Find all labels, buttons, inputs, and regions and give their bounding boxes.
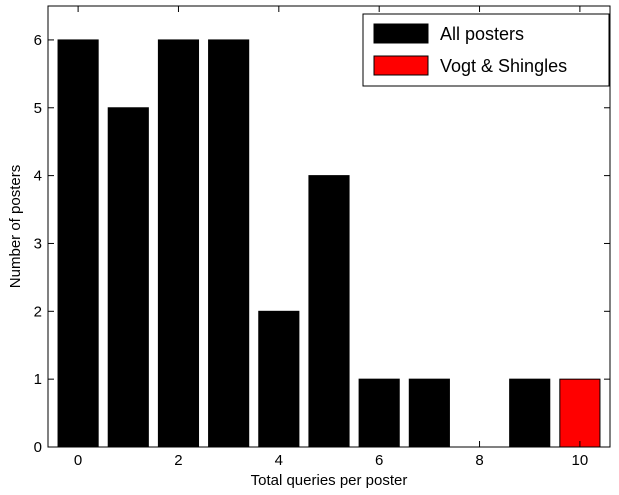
bar-all-posters-6	[358, 378, 400, 448]
x-tick-label-10: 10	[572, 452, 589, 469]
y-axis-label: Number of posters	[7, 165, 24, 288]
y-tick-label-2: 2	[34, 303, 42, 320]
y-tick-label-3: 3	[34, 235, 42, 252]
x-tick-label-2: 2	[174, 452, 182, 469]
y-tick-label-1: 1	[34, 371, 42, 388]
legend-swatch-all-posters	[373, 23, 429, 44]
legend-swatch-vogt-shingles	[373, 55, 429, 76]
x-tick-label-6: 6	[375, 452, 383, 469]
plot-frame	[47, 5, 611, 448]
bar-all-posters-0	[57, 39, 99, 448]
legend-label-vogt-shingles: Vogt & Shingles	[440, 56, 567, 76]
bar-all-posters-5	[308, 175, 350, 448]
x-tick-label-8: 8	[475, 452, 483, 469]
bar-all-posters-4	[258, 310, 300, 448]
bar-all-posters-7	[408, 378, 450, 448]
x-tick-label-0: 0	[74, 452, 82, 469]
bar-all-posters-3	[208, 39, 250, 448]
x-tick-label-4: 4	[275, 452, 283, 469]
bar-all-posters-1	[107, 107, 149, 448]
x-axis-label: Total queries per poster	[251, 472, 408, 489]
y-tick-label-0: 0	[34, 439, 42, 456]
y-tick-label-4: 4	[34, 168, 42, 185]
y-tick-label-6: 6	[34, 32, 42, 49]
y-tick-label-5: 5	[34, 100, 42, 117]
bar-vogt-shingles-10	[559, 378, 601, 448]
bars-layer	[57, 39, 601, 448]
bar-all-posters-9	[509, 378, 551, 448]
legend: All posters Vogt & Shingles	[362, 13, 610, 87]
ticks-layer: 0 2 4 6 8 10 0 1 2 3 4 5 6	[34, 6, 610, 469]
legend-label-all-posters: All posters	[440, 24, 524, 44]
bar-all-posters-2	[157, 39, 200, 448]
